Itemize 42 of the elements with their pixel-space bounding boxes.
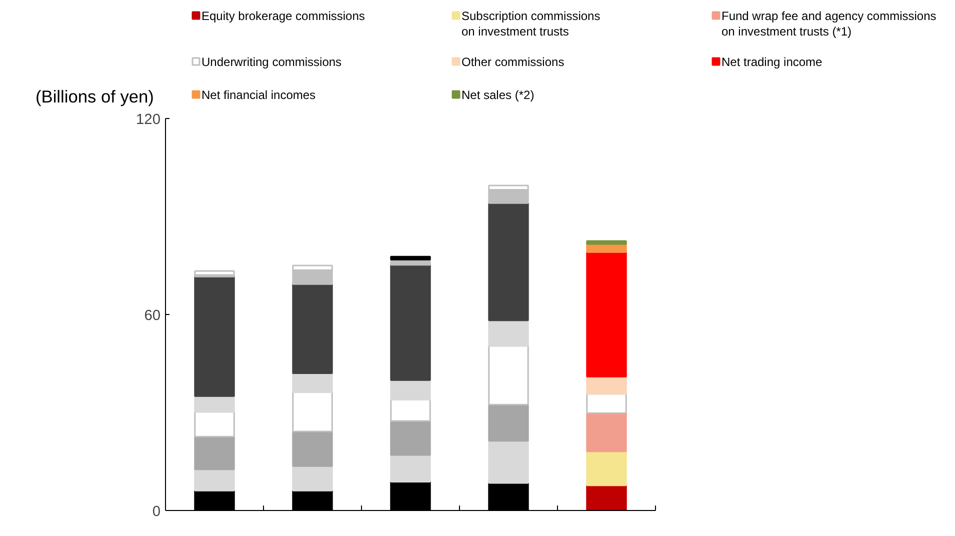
bar bbox=[292, 269, 333, 285]
bar bbox=[292, 391, 333, 432]
bar bbox=[292, 465, 333, 492]
bar bbox=[194, 468, 235, 492]
y-tick-label: 120 bbox=[136, 112, 161, 128]
bar bbox=[586, 450, 627, 486]
bar bbox=[194, 395, 235, 413]
legend-label: Net trading income bbox=[722, 55, 823, 69]
bar bbox=[488, 345, 529, 406]
bar bbox=[586, 484, 627, 510]
bar bbox=[292, 372, 333, 393]
legend-label: Underwriting commissions bbox=[202, 55, 342, 69]
y-tick-label: 0 bbox=[152, 504, 161, 520]
legend-label: Equity brokerage commissions bbox=[202, 9, 365, 23]
bar bbox=[488, 440, 529, 484]
bar bbox=[390, 399, 431, 422]
y-axis-title: (Billions of yen) bbox=[36, 86, 154, 106]
bar bbox=[586, 240, 627, 245]
legend-label: Other commissions bbox=[462, 55, 564, 69]
bar bbox=[586, 412, 627, 452]
bar bbox=[488, 404, 529, 442]
bar bbox=[586, 251, 627, 378]
bar bbox=[586, 376, 627, 395]
y-tick-label: 60 bbox=[144, 308, 161, 324]
bar bbox=[194, 270, 235, 276]
bar bbox=[390, 454, 431, 483]
bar bbox=[292, 283, 333, 374]
bar bbox=[390, 264, 431, 381]
legend-label: Subscription commissions on investment trusts bbox=[462, 9, 600, 38]
bar bbox=[292, 430, 333, 467]
legend-label: Net financial incomes bbox=[202, 88, 316, 102]
bar bbox=[488, 202, 529, 322]
bar bbox=[194, 436, 235, 470]
bar bbox=[194, 276, 235, 397]
bar bbox=[488, 188, 529, 204]
legend-label: Fund wrap fee and agency commissions on investment trusts (*1) bbox=[722, 9, 936, 38]
bar bbox=[390, 420, 431, 456]
legend-label: Net sales (*2) bbox=[462, 88, 534, 102]
bar bbox=[390, 379, 431, 401]
bar bbox=[586, 393, 627, 414]
bar bbox=[488, 320, 529, 347]
bar bbox=[194, 411, 235, 438]
